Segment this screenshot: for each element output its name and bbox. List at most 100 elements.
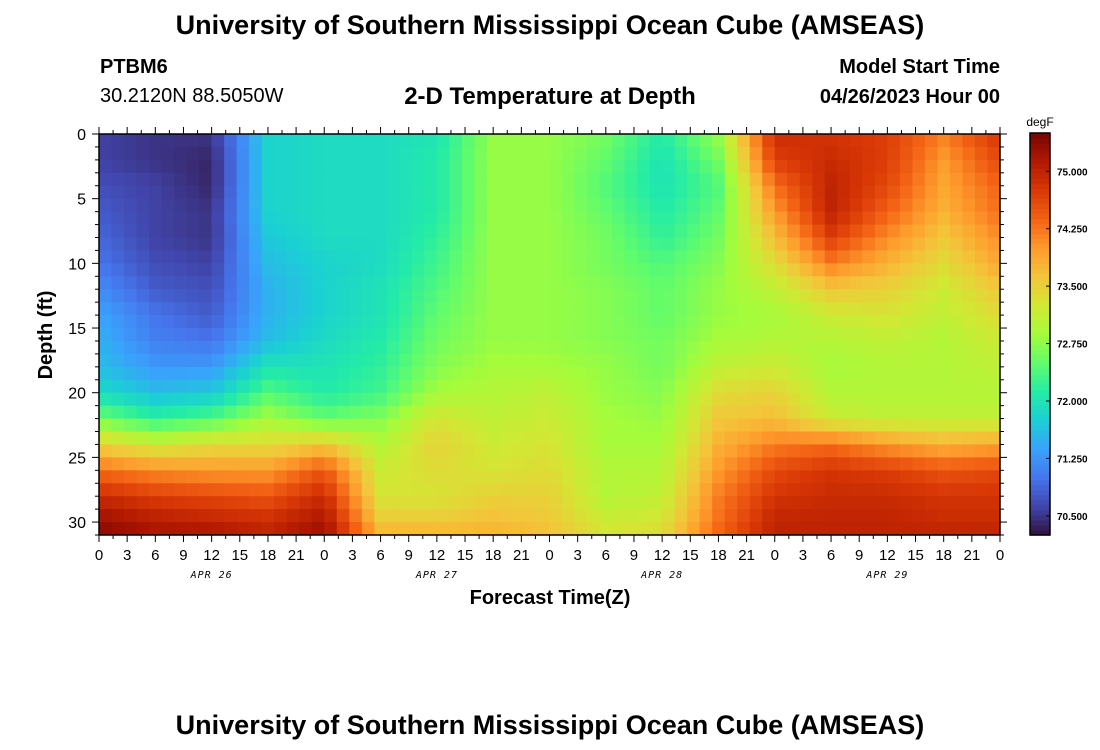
colorbar-tick-label: 71.250 [1057, 454, 1088, 465]
heatmap-cell [436, 392, 450, 407]
heatmap-cell [937, 366, 951, 381]
heatmap-cell [624, 328, 638, 342]
heatmap-cell [812, 172, 826, 187]
heatmap-cell [236, 444, 250, 458]
heatmap-cell [849, 418, 863, 433]
heatmap-cell [787, 457, 801, 471]
heatmap-cell [536, 276, 551, 290]
heatmap-cell [386, 289, 400, 303]
heatmap-cell [974, 315, 989, 329]
heatmap-cell [324, 496, 338, 510]
y-tick-label: 30 [68, 515, 86, 532]
heatmap-cell [136, 405, 150, 420]
heatmap-cell [424, 444, 438, 458]
heatmap-cell [737, 405, 751, 420]
heatmap-cell [161, 250, 175, 264]
heatmap-cell [361, 405, 375, 420]
heatmap-cell [286, 418, 300, 433]
heatmap-cell [549, 431, 563, 446]
heatmap-cell [111, 496, 125, 510]
heatmap-cell [124, 328, 138, 342]
heatmap-cell [149, 146, 163, 161]
heatmap-cell [436, 405, 450, 420]
heatmap-cell [699, 146, 713, 161]
heatmap-cell [724, 315, 738, 329]
heatmap-cell [712, 405, 726, 420]
heatmap-cell [724, 366, 738, 381]
heatmap-cell [199, 457, 213, 471]
heatmap-cell [624, 353, 638, 368]
heatmap-cell [837, 134, 851, 148]
heatmap-cell [562, 134, 576, 148]
heatmap-cell [374, 211, 388, 226]
heatmap-cell [161, 328, 175, 342]
heatmap-cell [136, 237, 150, 252]
heatmap-cell [837, 366, 851, 381]
heatmap-cell [874, 379, 888, 394]
heatmap-cell [774, 237, 788, 252]
heatmap-cell [887, 418, 901, 433]
heatmap-cell [174, 366, 188, 381]
heatmap-cell [386, 172, 400, 187]
heatmap-cell [99, 237, 113, 252]
heatmap-cell [274, 496, 288, 510]
heatmap-cell [236, 340, 250, 355]
heatmap-cell [562, 431, 576, 446]
heatmap-cell [887, 379, 901, 394]
heatmap-cell [349, 353, 363, 368]
heatmap-cell [849, 211, 863, 226]
heatmap-cell [111, 509, 125, 523]
heatmap-cell [937, 134, 951, 148]
heatmap-cell [486, 237, 501, 252]
heatmap-cell [887, 134, 901, 148]
heatmap-cell [311, 470, 325, 484]
heatmap-cell [311, 353, 325, 368]
x-tick-label: 21 [738, 547, 755, 564]
heatmap-cell [937, 328, 951, 342]
heatmap-cell [874, 509, 888, 523]
heatmap-cell [299, 457, 313, 471]
heatmap-cell [674, 444, 688, 458]
heatmap-cell [899, 146, 913, 161]
heatmap-cell [249, 340, 263, 355]
heatmap-cell [411, 366, 425, 381]
heatmap-cell [724, 224, 738, 239]
heatmap-cell [286, 431, 300, 446]
heatmap-cell [324, 211, 338, 226]
heatmap-cell [787, 224, 801, 239]
heatmap-cell [737, 211, 751, 226]
heatmap-cell [812, 237, 826, 252]
heatmap-cell [749, 263, 763, 277]
heatmap-cell [449, 134, 463, 148]
heatmap-cell [649, 431, 663, 446]
heatmap-cell [937, 224, 951, 239]
heatmap-cell [224, 224, 238, 239]
heatmap-cell [436, 159, 450, 174]
x-tick-label: 21 [964, 547, 981, 564]
heatmap-cell [837, 496, 851, 510]
heatmap-cell [311, 340, 325, 355]
heatmap-cell [186, 431, 200, 446]
heatmap-cell [662, 172, 676, 187]
colorbar-swatch [1030, 499, 1050, 506]
heatmap-cell [937, 276, 951, 290]
heatmap-cell [774, 444, 788, 458]
heatmap-cell [987, 405, 1000, 420]
heatmap-cell [749, 431, 763, 446]
heatmap-cell [937, 198, 951, 213]
heatmap-cell [386, 457, 400, 471]
heatmap-cell [687, 172, 701, 187]
heatmap-cell [637, 315, 651, 329]
heatmap-cell [812, 250, 826, 264]
heatmap-cell [599, 353, 613, 368]
heatmap-cell [186, 353, 200, 368]
heatmap-cell [249, 418, 263, 433]
heatmap-cell [962, 276, 976, 290]
heatmap-cell [949, 340, 964, 355]
heatmap-cell [549, 224, 563, 239]
heatmap-cell [674, 211, 688, 226]
heatmap-cell [824, 172, 838, 187]
heatmap-cell [461, 496, 476, 510]
heatmap-cell [174, 444, 188, 458]
heatmap-cell [924, 185, 939, 200]
